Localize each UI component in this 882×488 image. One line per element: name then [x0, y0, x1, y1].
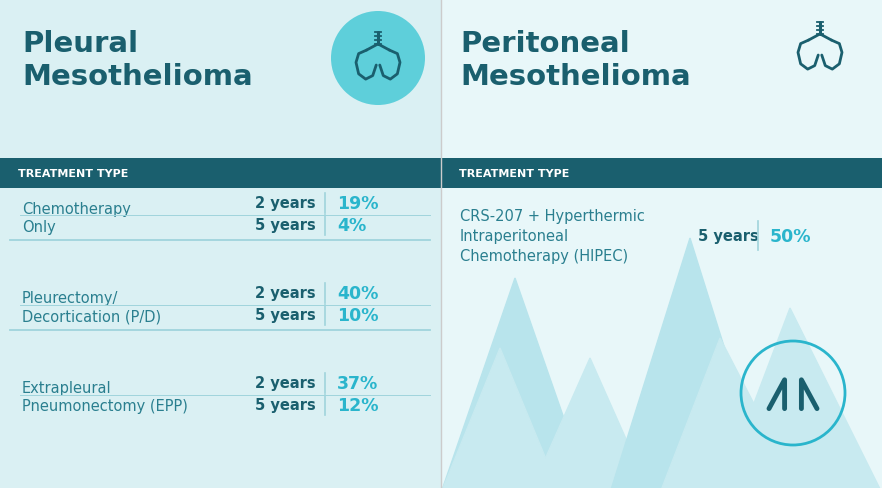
- Text: 5 years: 5 years: [698, 229, 759, 244]
- Text: Intraperitoneal: Intraperitoneal: [460, 229, 569, 244]
- Text: Only: Only: [22, 220, 56, 235]
- Polygon shape: [441, 348, 560, 488]
- Text: Pneumonectomy (EPP): Pneumonectomy (EPP): [22, 399, 188, 414]
- FancyBboxPatch shape: [441, 159, 882, 189]
- Text: 2 years: 2 years: [255, 196, 316, 211]
- Circle shape: [331, 12, 425, 106]
- Text: Chemotherapy (HIPEC): Chemotherapy (HIPEC): [460, 249, 628, 264]
- Text: 10%: 10%: [337, 306, 378, 325]
- Text: 12%: 12%: [337, 396, 378, 414]
- Polygon shape: [720, 308, 882, 488]
- Text: 40%: 40%: [337, 285, 378, 303]
- Text: 4%: 4%: [337, 217, 366, 235]
- Text: Peritoneal: Peritoneal: [460, 30, 630, 58]
- Text: Decortication (P/D): Decortication (P/D): [22, 309, 161, 324]
- Text: 50%: 50%: [770, 227, 811, 245]
- Text: CRS-207 + Hyperthermic: CRS-207 + Hyperthermic: [460, 209, 645, 224]
- Text: 37%: 37%: [337, 374, 378, 392]
- Text: TREATMENT TYPE: TREATMENT TYPE: [459, 169, 570, 179]
- FancyBboxPatch shape: [0, 0, 441, 488]
- Text: Extrapleural: Extrapleural: [22, 381, 112, 396]
- Text: 5 years: 5 years: [255, 218, 316, 233]
- Text: Mesothelioma: Mesothelioma: [22, 63, 252, 91]
- Text: 2 years: 2 years: [255, 286, 316, 301]
- Text: Chemotherapy: Chemotherapy: [22, 202, 131, 217]
- Text: 2 years: 2 years: [255, 376, 316, 391]
- Text: 19%: 19%: [337, 195, 378, 213]
- FancyBboxPatch shape: [0, 159, 441, 189]
- Polygon shape: [441, 279, 590, 488]
- Text: Pleural: Pleural: [22, 30, 138, 58]
- Text: TREATMENT TYPE: TREATMENT TYPE: [18, 169, 129, 179]
- Text: Pleurectomy/: Pleurectomy/: [22, 291, 118, 306]
- FancyBboxPatch shape: [441, 0, 882, 488]
- Text: 5 years: 5 years: [255, 398, 316, 413]
- Polygon shape: [660, 338, 800, 488]
- Text: 5 years: 5 years: [255, 308, 316, 323]
- Polygon shape: [530, 358, 650, 488]
- Text: Mesothelioma: Mesothelioma: [460, 63, 691, 91]
- Polygon shape: [610, 239, 770, 488]
